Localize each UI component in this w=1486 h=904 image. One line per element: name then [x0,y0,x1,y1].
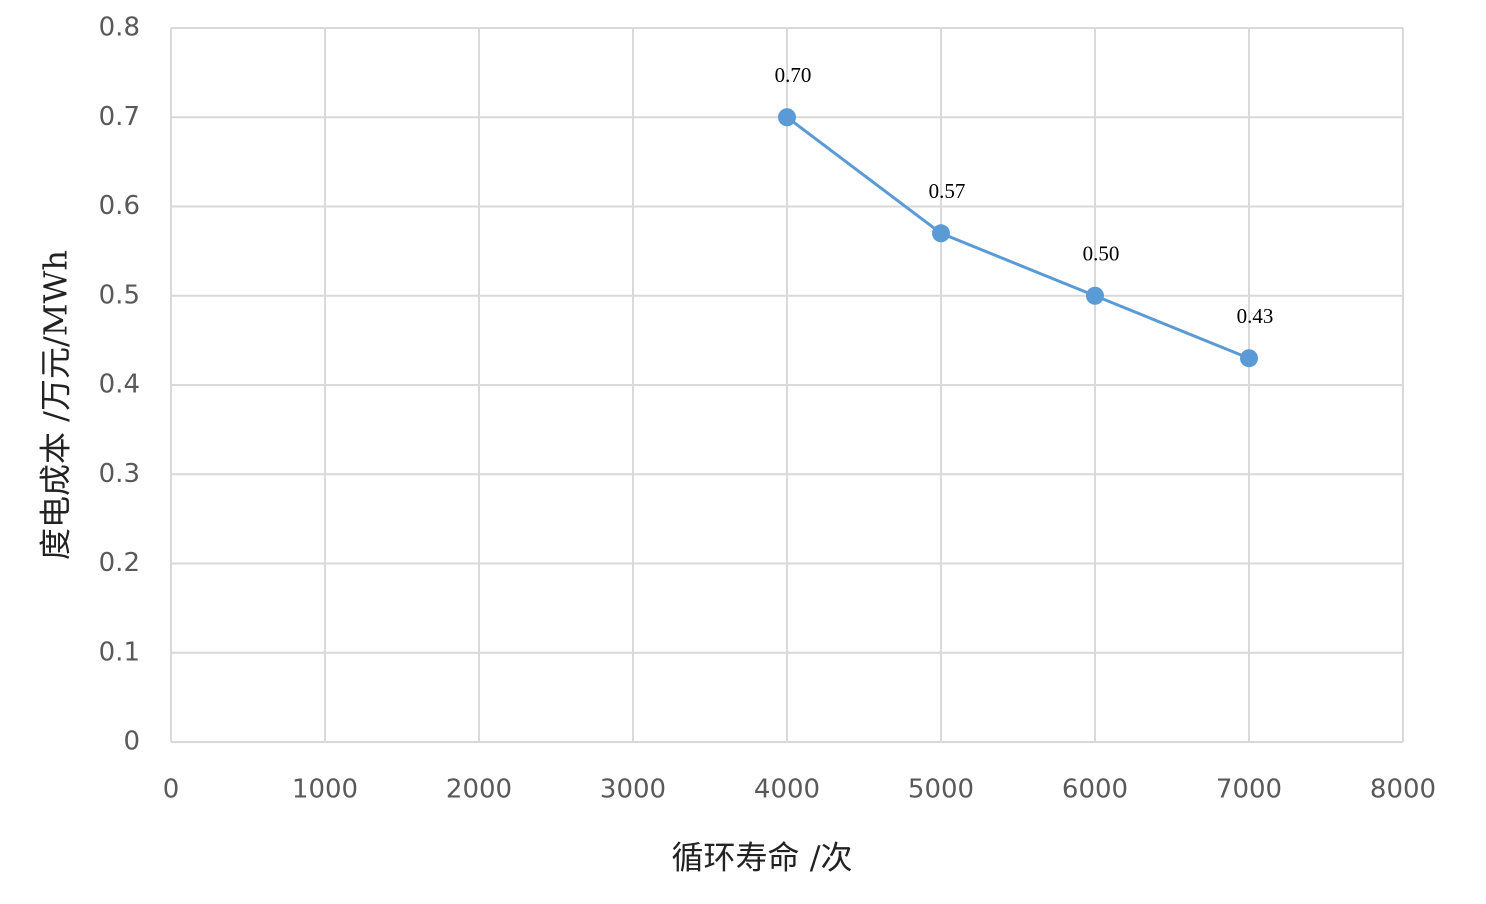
y-tick-label: 0.4 [99,370,140,400]
x-tick-label: 5000 [908,775,974,805]
x-tick-label: 8000 [1370,775,1436,805]
y-tick-label: 0.6 [99,191,140,221]
marker [778,108,796,127]
line [786,116,1250,360]
marker [932,224,950,243]
x-tick-label: 2000 [446,775,512,805]
y-tick-label: 0.1 [99,637,140,667]
data-label: 0.57 [929,179,966,203]
x-axis-label: 循环寿命 /次 [672,839,853,877]
data-label: 0.70 [775,63,812,87]
y-tick-label: 0.5 [99,280,140,310]
marker [1086,286,1104,305]
x-tick-label: 7000 [1216,775,1282,805]
y-tick-label: 0.7 [99,102,140,132]
x-tick-label: 6000 [1062,775,1128,805]
y-tick-label: 0.3 [99,459,140,489]
x-tick-label: 3000 [600,775,666,805]
y-tick-label: 0.2 [99,548,140,578]
y-tick-label: 0.8 [99,13,140,43]
data-label: 0.50 [1083,242,1120,266]
x-tick-label: 0 [163,775,180,805]
x-tick-label: 4000 [754,775,820,805]
marker [1240,349,1258,368]
y-tick-label: 0 [123,727,140,757]
x-tick-label: 1000 [292,775,358,805]
y-axis-label: 度电成本 /万元/MWh [37,250,75,560]
data-label: 0.43 [1237,304,1274,328]
